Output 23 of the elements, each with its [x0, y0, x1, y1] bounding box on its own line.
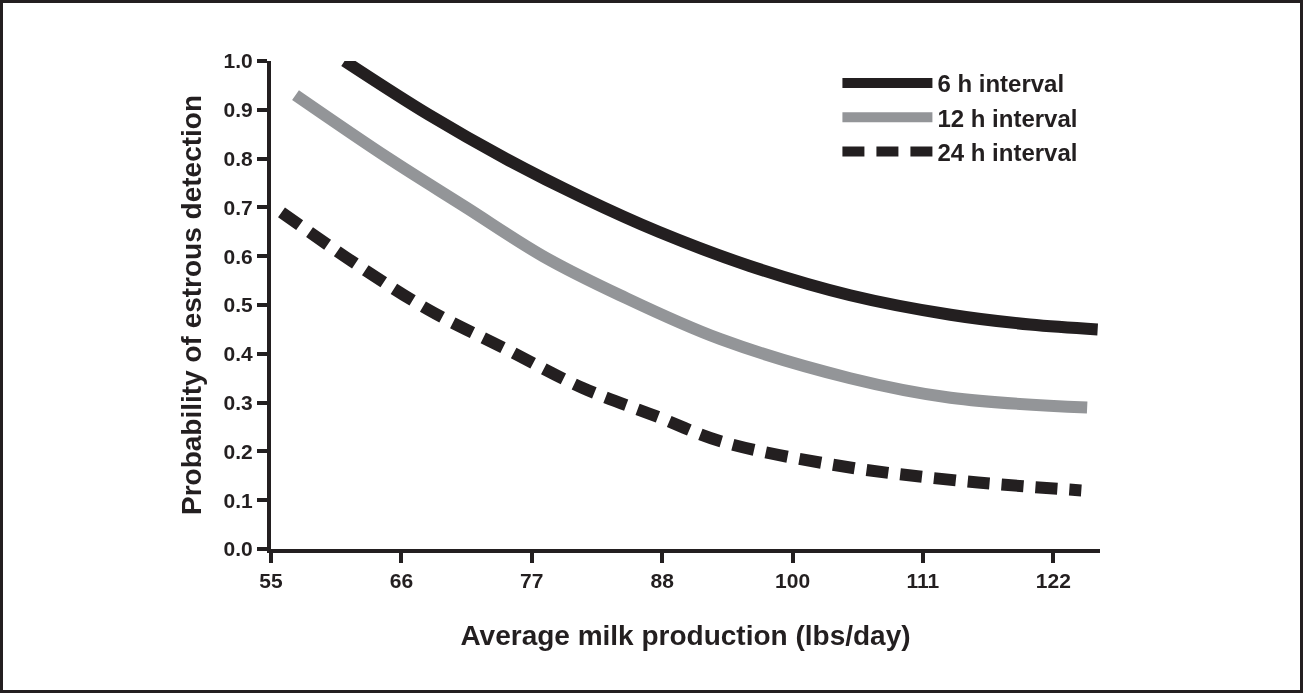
y-axis-title: Probability of estrous detection: [175, 94, 207, 516]
y-tick-label: 0.6: [223, 244, 253, 268]
y-tick-label: 0.7: [223, 195, 253, 219]
x-tick-label: 55: [259, 569, 283, 593]
legend-label: 24 h interval: [937, 138, 1078, 166]
y-tick-label: 0.3: [223, 390, 253, 414]
x-tick-label: 122: [1035, 569, 1071, 593]
y-tick-label: 0.9: [223, 98, 253, 122]
y-tick-label: 1.0: [223, 49, 253, 73]
y-tick-label: 0.0: [223, 537, 253, 561]
y-tick-label: 0.5: [223, 293, 254, 317]
y-tick-label: 0.8: [223, 146, 254, 170]
legend-label: 6 h interval: [937, 70, 1065, 98]
x-tick-label: 100: [775, 569, 811, 593]
x-tick-label: 88: [650, 569, 675, 593]
y-tick-label: 0.4: [223, 342, 254, 366]
x-tick-label: 111: [906, 569, 940, 593]
x-tick-label: 66: [389, 569, 414, 593]
y-tick-label: 0.2: [223, 439, 253, 463]
legend-label: 12 h interval: [937, 104, 1078, 132]
x-axis-title: Average milk production (lbs/day): [460, 619, 911, 651]
x-tick-label: 77: [520, 569, 544, 593]
y-tick-label: 0.1: [223, 488, 254, 512]
